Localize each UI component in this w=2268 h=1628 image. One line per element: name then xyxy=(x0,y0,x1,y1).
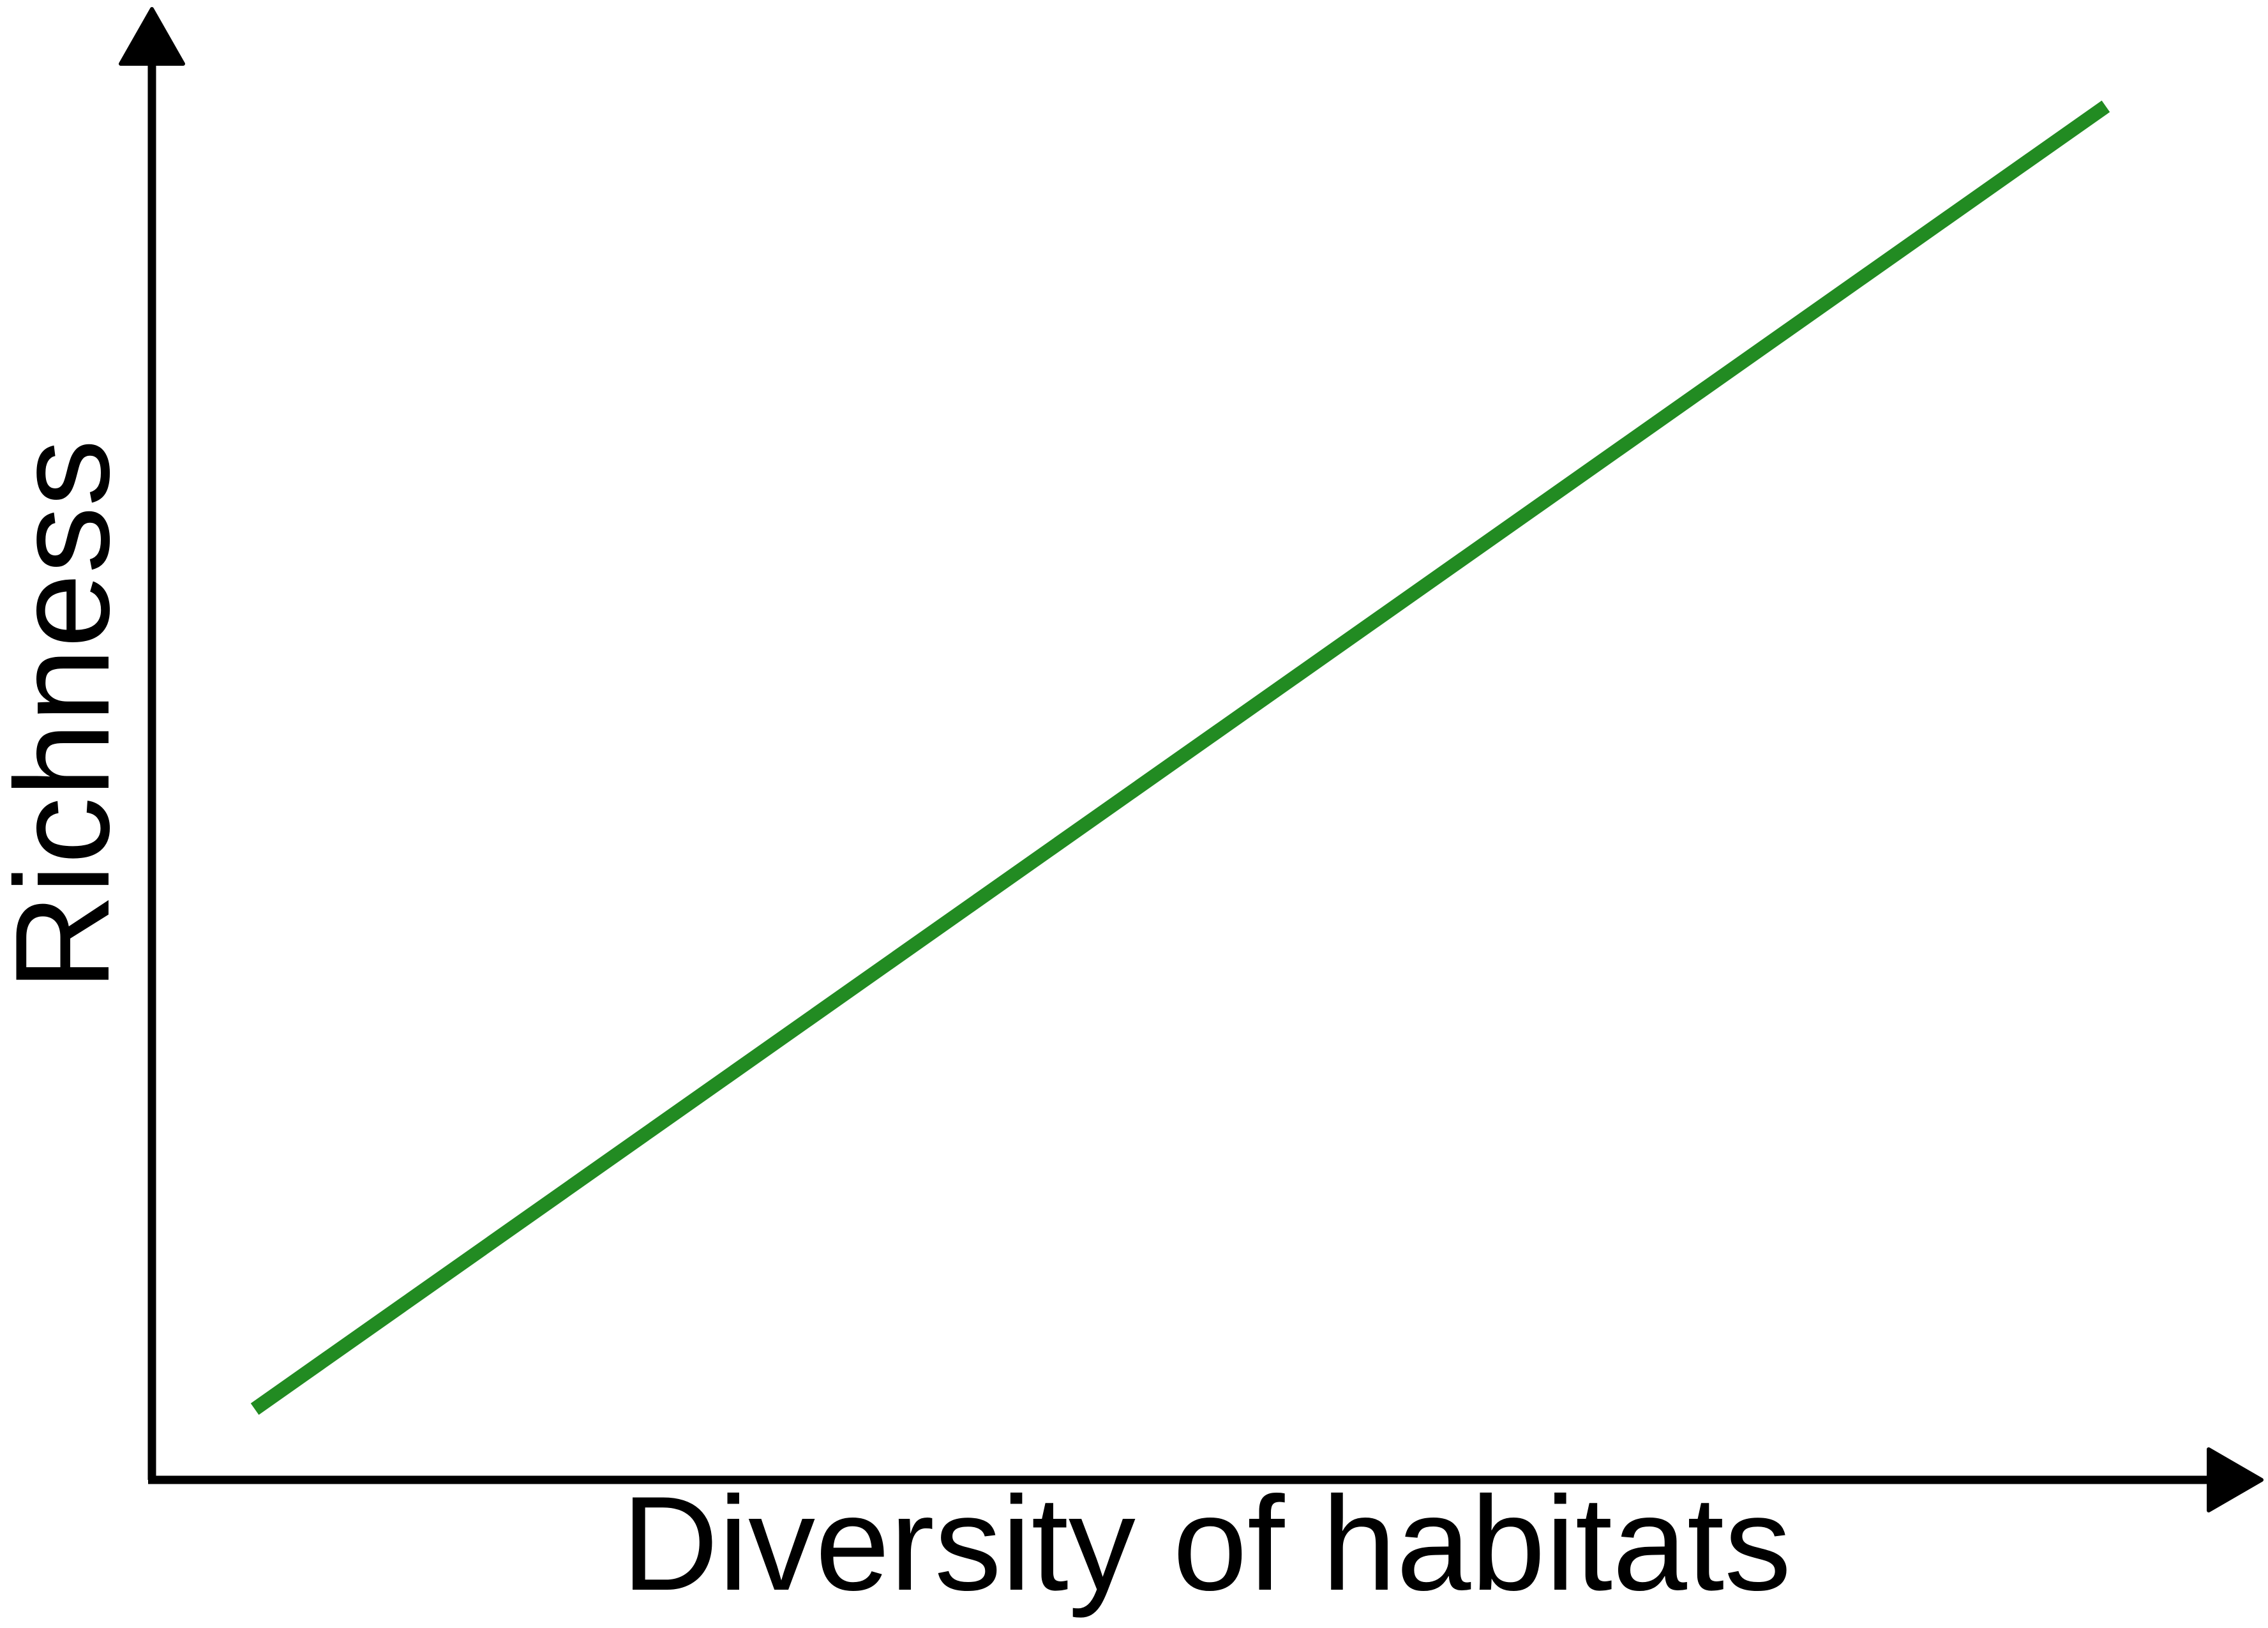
x-axis-arrowhead xyxy=(2207,1447,2264,1512)
x-axis-label: Diversity of habitats xyxy=(622,1468,1791,1618)
series-layer xyxy=(250,100,2110,1415)
series-line-1 xyxy=(250,100,2110,1415)
axes xyxy=(119,7,2264,1512)
y-axis-label: Richness xyxy=(0,439,137,991)
y-axis-arrowhead xyxy=(119,7,185,66)
